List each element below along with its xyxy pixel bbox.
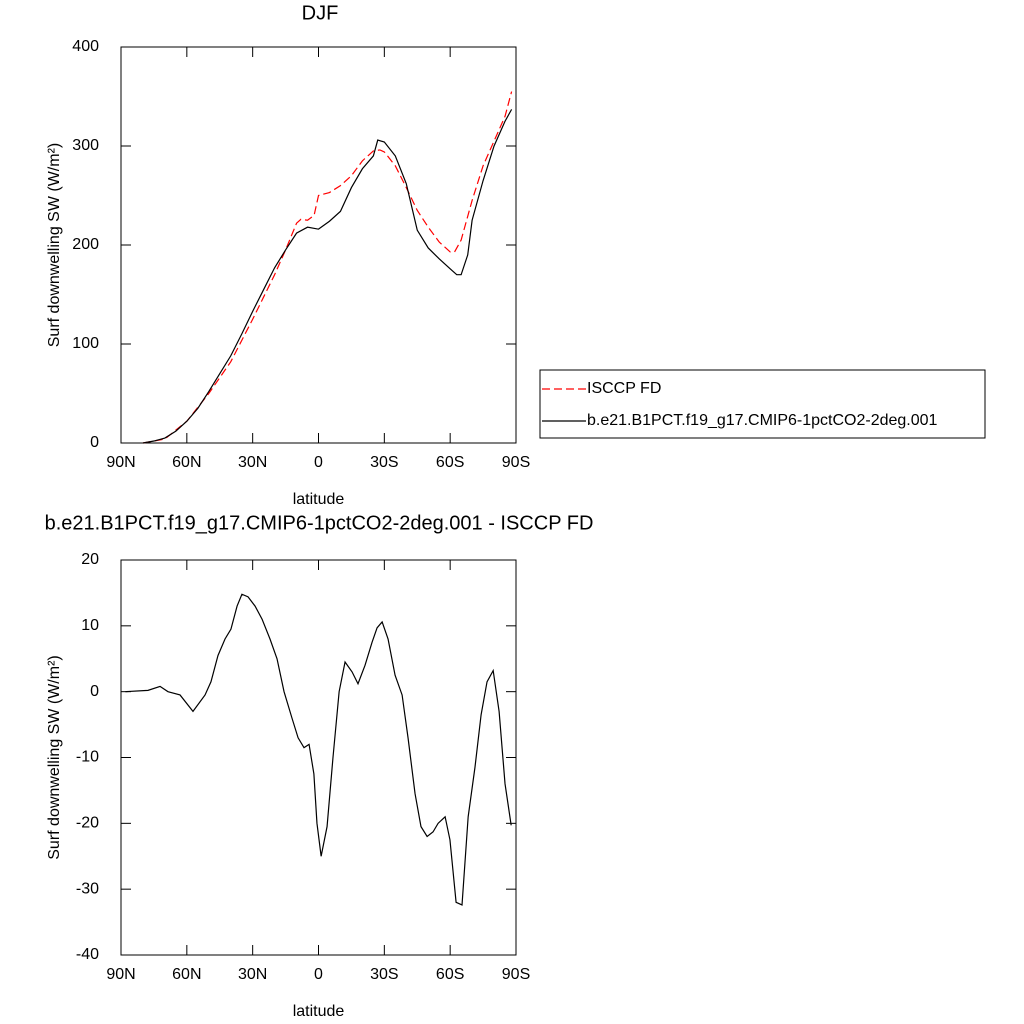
data-line — [125, 593, 512, 906]
x-tick-label: 60N — [172, 454, 201, 471]
y-tick-label: -40 — [76, 946, 99, 963]
x-tick-label: 60S — [436, 966, 464, 983]
x-axis-label: latitude — [293, 491, 345, 508]
x-tick-label: 90S — [502, 454, 530, 471]
y-tick-label: 100 — [72, 335, 99, 352]
y-axis-label: Surf downwelling SW (W/m²) — [46, 143, 63, 347]
y-axis-label: Surf downwelling SW (W/m²) — [46, 655, 63, 859]
data-line — [142, 109, 513, 444]
plot-frame — [120, 46, 517, 444]
y-tick-label: 0 — [90, 683, 99, 700]
y-tick-label: -30 — [76, 880, 99, 897]
y-tick-label: -10 — [76, 749, 99, 766]
y-tick-label: 400 — [72, 38, 99, 55]
chart-title: DJF — [302, 2, 339, 24]
chart-title: b.e21.B1PCT.f19_g17.CMIP6-1pctCO2-2deg.0… — [45, 512, 594, 534]
x-tick-label: 30N — [238, 966, 267, 983]
x-tick-label: 30N — [238, 454, 267, 471]
x-tick-label: 0 — [314, 966, 323, 983]
data-line — [142, 91, 513, 444]
y-tick-label: 0 — [90, 434, 99, 451]
x-tick-label: 30S — [370, 966, 398, 983]
x-tick-label: 60S — [436, 454, 464, 471]
x-axis-label: latitude — [293, 1003, 345, 1020]
x-tick-label: 90N — [106, 966, 135, 983]
x-tick-label: 60N — [172, 966, 201, 983]
x-tick-label: 90S — [502, 966, 530, 983]
x-tick-label: 90N — [106, 454, 135, 471]
y-tick-label: 300 — [72, 137, 99, 154]
y-tick-label: 20 — [81, 551, 99, 568]
legend-label: b.e21.B1PCT.f19_g17.CMIP6-1pctCO2-2deg.0… — [587, 412, 938, 429]
legend-box — [539, 369, 986, 439]
y-tick-label: 10 — [81, 617, 99, 634]
x-tick-label: 30S — [370, 454, 398, 471]
plot-frame — [120, 559, 517, 956]
y-tick-label: 200 — [72, 236, 99, 253]
legend-label: ISCCP FD — [587, 380, 661, 397]
x-tick-label: 0 — [314, 454, 323, 471]
y-tick-label: -20 — [76, 815, 99, 832]
